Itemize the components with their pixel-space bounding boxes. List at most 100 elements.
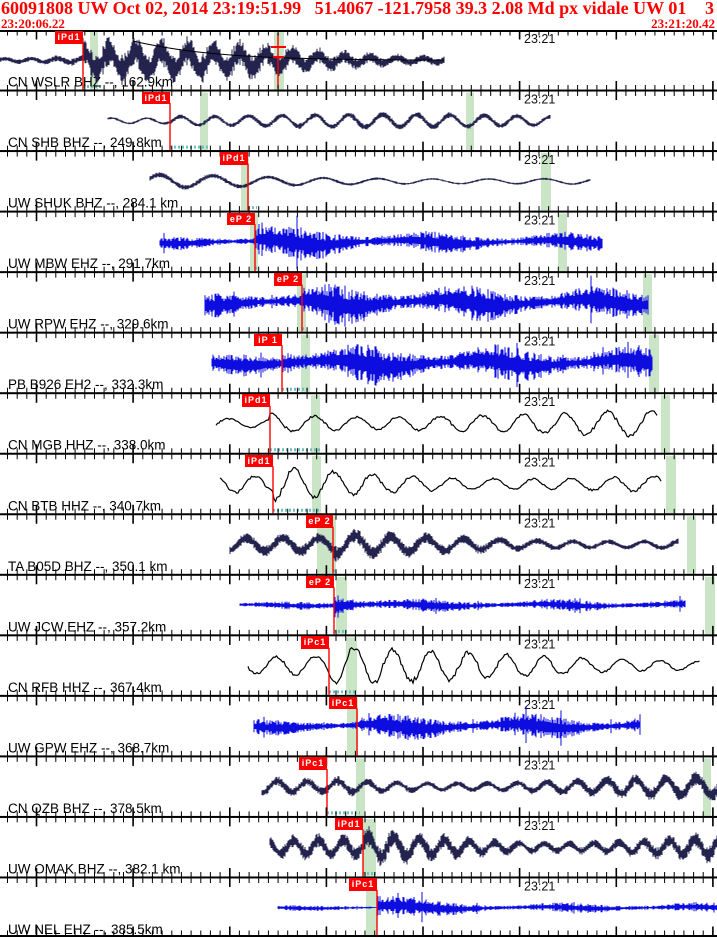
row-border xyxy=(0,30,717,32)
major-time-ticks xyxy=(35,695,714,706)
waveform-trace xyxy=(277,892,717,923)
pick-flag[interactable]: iPc1 xyxy=(349,878,377,891)
trace-row[interactable]: 23:21 UW SHUK BHZ --, 284.1 km xyxy=(8,153,591,211)
trace-row[interactable]: 23:21 PB B926 EH2 --, 332.3km xyxy=(8,334,659,393)
time-tick-label: 23:21 xyxy=(524,93,555,107)
major-time-ticks xyxy=(35,867,714,878)
major-time-ticks xyxy=(35,504,714,515)
minor-time-ticks xyxy=(7,453,714,460)
pick-flag[interactable]: iPd1 xyxy=(245,454,273,468)
waveform-trace xyxy=(239,595,686,618)
minor-time-ticks xyxy=(7,393,714,399)
time-tick-label: 23:21 xyxy=(524,516,555,530)
waveform-trace xyxy=(229,528,679,562)
waveform-trace xyxy=(204,275,649,327)
time-tick-label: 23:21 xyxy=(524,153,555,167)
major-time-ticks xyxy=(35,444,714,454)
row-border xyxy=(0,331,717,334)
minor-time-ticks xyxy=(7,930,714,936)
row-border xyxy=(0,513,717,516)
station-label: UW NEL EHZ --, 385.5km xyxy=(8,922,163,937)
major-time-ticks xyxy=(35,625,714,636)
minor-time-ticks xyxy=(7,750,714,757)
row-border xyxy=(0,271,717,274)
row-border xyxy=(0,755,717,758)
major-time-ticks xyxy=(35,90,714,101)
row-border xyxy=(0,392,717,395)
time-tick-label: 23:21 xyxy=(524,758,555,772)
station-label: CN MGB HHZ --, 338.0km xyxy=(8,438,166,453)
arrival-window-band xyxy=(466,92,474,151)
arrival-window-band xyxy=(661,395,670,453)
window-start-time: 23:20:06.22 xyxy=(1,16,65,31)
pick-flag[interactable]: iPc1 xyxy=(329,696,357,710)
time-tick-label: 23:21 xyxy=(524,335,555,349)
minor-time-ticks xyxy=(7,871,714,878)
row-border xyxy=(0,694,717,697)
waveform-trace xyxy=(211,341,653,387)
waveform-trace xyxy=(215,409,658,438)
minor-time-ticks xyxy=(7,448,714,454)
pick-flag[interactable]: iPd1 xyxy=(142,91,170,105)
trace-row[interactable]: 23:21 UW MBW EHZ --, 291.7km xyxy=(8,213,603,272)
station-label: CN WSLR BHZ --, 162.9km xyxy=(8,75,173,90)
minor-time-ticks xyxy=(7,877,714,883)
waveform-trace xyxy=(269,826,717,867)
pick-flag[interactable]: iPc1 xyxy=(299,757,327,770)
trace-row[interactable]: 23:21 UW GPW EHZ --, 368.7km xyxy=(8,697,641,756)
major-time-ticks xyxy=(35,383,714,394)
pick-flag[interactable]: iPd1 xyxy=(335,817,363,831)
row-border xyxy=(0,935,717,937)
pick-flag[interactable]: eP 2 xyxy=(306,515,333,528)
waveform-trace xyxy=(0,36,445,85)
minor-time-ticks xyxy=(7,30,714,36)
minor-time-ticks xyxy=(7,206,714,212)
minor-time-ticks xyxy=(7,690,714,696)
time-tick-label: 23:21 xyxy=(524,819,555,833)
trace-row[interactable]: 23:21 TA B05D BHZ --, 350.1 km xyxy=(8,516,696,574)
major-time-ticks xyxy=(35,926,714,936)
waveform-trace xyxy=(107,112,551,130)
arrival-window-band xyxy=(346,637,357,695)
row-border xyxy=(0,815,717,818)
trace-row[interactable]: 23:21 UW RPW EHZ --, 329.6km xyxy=(8,274,652,332)
trace-row[interactable]: 23:21 UW JCW EHZ --, 357.2km xyxy=(8,576,715,635)
station-label: UW JCW EHZ --, 357.2km xyxy=(8,619,166,634)
row-border xyxy=(0,210,717,213)
trace-row[interactable]: 23:21 CN WSLR BHZ --, 162.9km xyxy=(0,32,555,90)
arrival-window-band xyxy=(541,153,551,211)
pick-flag[interactable]: eP 2 xyxy=(274,273,302,286)
pick-flag[interactable]: iP 1 xyxy=(254,333,282,347)
major-time-ticks xyxy=(35,30,714,40)
pick-flag[interactable]: iPc1 xyxy=(301,636,329,649)
pick-flag[interactable]: iPd1 xyxy=(220,152,248,165)
trace-row[interactable]: 23:21 UW OMAK BHZ --, 382.1 km xyxy=(8,818,717,877)
minor-time-ticks xyxy=(7,387,714,394)
pick-flag[interactable]: iPd1 xyxy=(55,31,83,44)
pick-flag[interactable]: eP 2 xyxy=(306,575,334,589)
time-tick-label: 23:21 xyxy=(524,274,555,288)
time-tick-label: 23:21 xyxy=(524,577,555,591)
waveform-trace xyxy=(261,771,717,801)
arrival-window-band xyxy=(666,455,676,514)
station-label: UW MBW EHZ --, 291.7km xyxy=(8,256,170,271)
arrival-window-band xyxy=(241,153,249,211)
minor-time-ticks xyxy=(7,811,714,817)
minor-time-ticks xyxy=(7,332,714,339)
time-tick-label: 23:21 xyxy=(524,214,555,228)
pick-flag[interactable]: iPd1 xyxy=(242,394,270,407)
trace-row[interactable]: 23:21 CN MGB HHZ --, 338.0km xyxy=(8,395,670,453)
pick-flag[interactable]: eP 2 xyxy=(227,212,255,226)
major-time-ticks xyxy=(35,332,714,343)
row-border xyxy=(0,573,717,576)
row-border xyxy=(0,150,717,153)
arrival-window-band xyxy=(649,334,659,393)
minor-time-ticks xyxy=(7,569,714,575)
major-time-ticks xyxy=(35,807,714,817)
